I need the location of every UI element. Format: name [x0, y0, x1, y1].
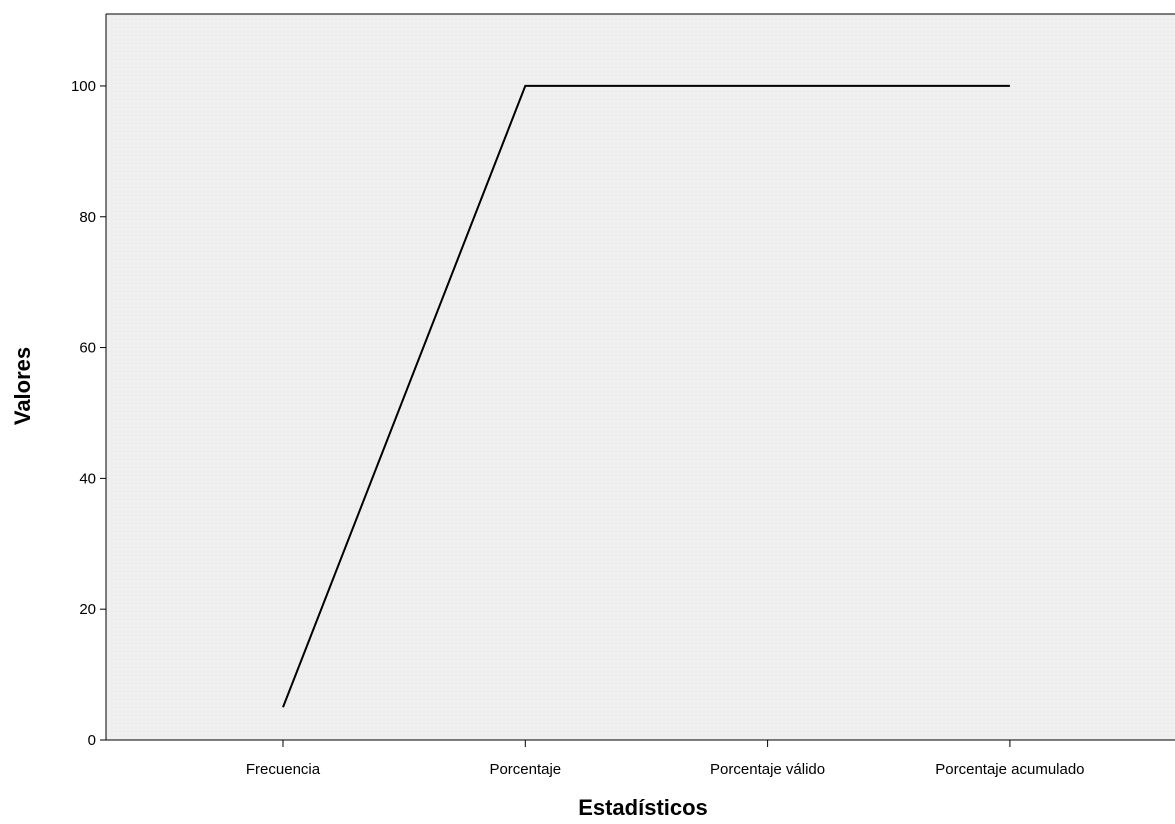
- y-axis-ticks: 0 20 40 60 80 100: [71, 78, 106, 749]
- y-tick-label: 60: [79, 340, 96, 357]
- x-axis-ticks: Frecuencia Porcentaje Porcentaje válido Por…: [246, 740, 1085, 778]
- y-tick-label: 20: [79, 601, 96, 618]
- y-axis-title: Valores: [10, 347, 35, 425]
- x-tick-label: Porcentaje: [489, 761, 561, 778]
- series-line: [282, 84, 1010, 708]
- plot-area: [106, 14, 1175, 740]
- x-tick-label: Porcentaje acumulado: [935, 761, 1084, 778]
- y-tick-label: 100: [71, 78, 96, 95]
- x-axis-title: Estadísticos: [578, 795, 708, 820]
- x-tick-label: Frecuencia: [246, 761, 321, 778]
- y-tick-label: 40: [79, 470, 96, 487]
- x-tick-label: Porcentaje válido: [710, 761, 825, 778]
- y-tick-label: 0: [88, 732, 96, 749]
- y-tick-label: 80: [79, 209, 96, 226]
